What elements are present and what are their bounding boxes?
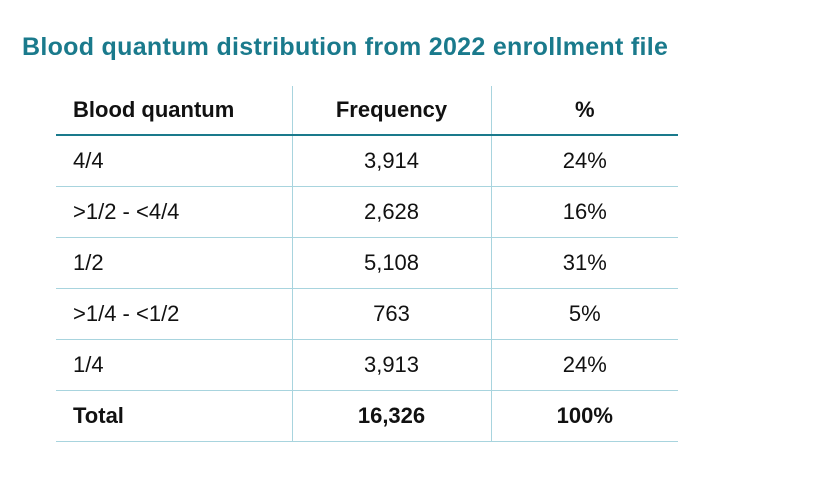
- frequency-cell: 3,913: [291, 339, 491, 391]
- percent-cell: 5%: [490, 288, 678, 340]
- slide-title: Blood quantum distribution from 2022 enr…: [22, 33, 669, 61]
- table-row: 1/2 5,108 31%: [56, 237, 678, 289]
- total-row: Total 16,326 100%: [56, 390, 678, 442]
- total-percent: 100%: [490, 390, 678, 442]
- percent-cell: 16%: [490, 186, 678, 238]
- frequency-cell: 3,914: [291, 135, 491, 187]
- total-frequency: 16,326: [291, 390, 491, 442]
- table-row: >1/2 - <4/4 2,628 16%: [56, 186, 678, 238]
- percent-cell: 24%: [490, 339, 678, 391]
- blood-quantum-cell: 1/2: [56, 237, 292, 289]
- header-blood-quantum: Blood quantum: [56, 86, 292, 136]
- table-row: >1/4 - <1/2 763 5%: [56, 288, 678, 340]
- header-frequency: Frequency: [291, 86, 491, 136]
- frequency-cell: 763: [291, 288, 491, 340]
- blood-quantum-cell: 1/4: [56, 339, 292, 391]
- percent-cell: 24%: [490, 135, 678, 187]
- table-row: 4/4 3,914 24%: [56, 135, 678, 187]
- blood-quantum-table: Blood quantum Frequency % 4/4 3,914 24% …: [56, 86, 678, 442]
- blood-quantum-cell: >1/4 - <1/2: [56, 288, 292, 340]
- table-row: 1/4 3,913 24%: [56, 339, 678, 391]
- percent-cell: 31%: [490, 237, 678, 289]
- header-percent: %: [490, 86, 678, 136]
- header-row: Blood quantum Frequency %: [56, 86, 678, 136]
- blood-quantum-cell: 4/4: [56, 135, 292, 187]
- frequency-cell: 5,108: [291, 237, 491, 289]
- blood-quantum-cell: >1/2 - <4/4: [56, 186, 292, 238]
- total-label: Total: [56, 390, 292, 442]
- frequency-cell: 2,628: [291, 186, 491, 238]
